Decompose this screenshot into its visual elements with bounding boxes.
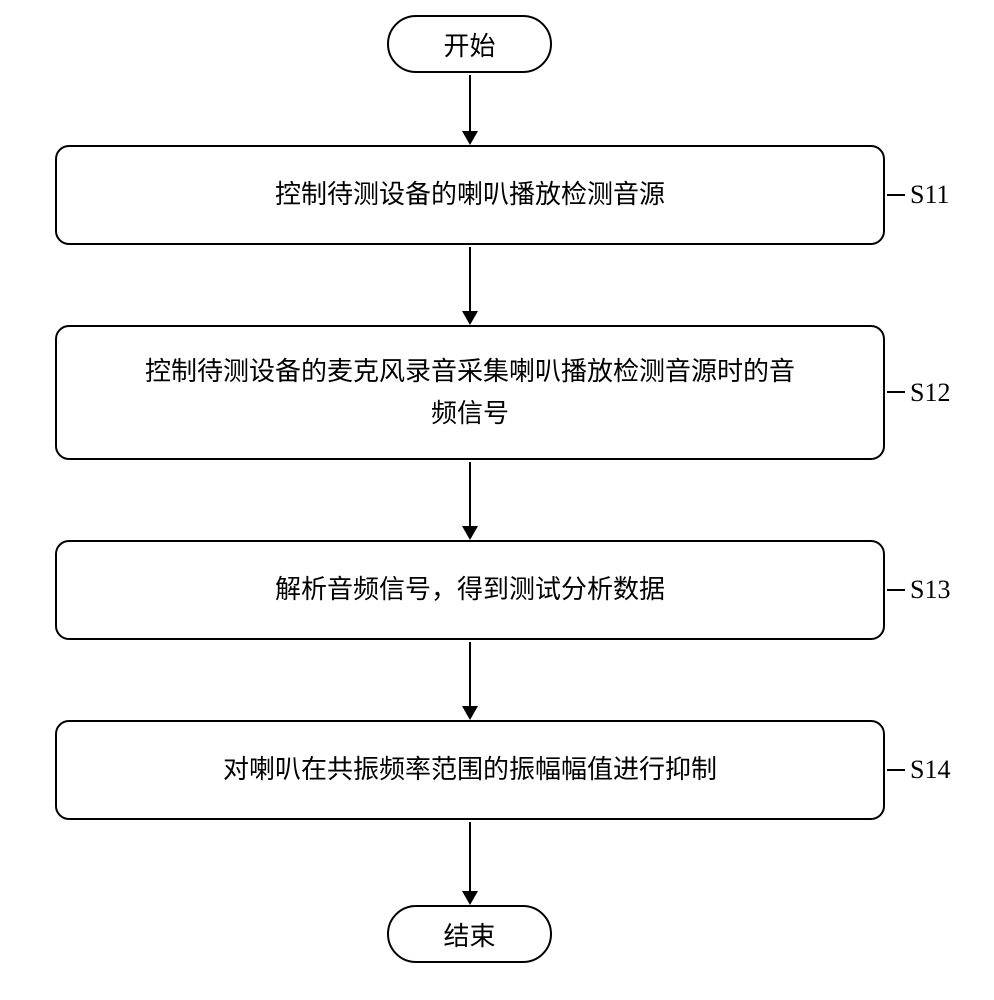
process-s12: 控制待测设备的麦克风录音采集喇叭播放检测音源时的音 频信号 bbox=[55, 325, 885, 460]
process-s11: 控制待测设备的喇叭播放检测音源 bbox=[55, 145, 885, 245]
process-s13-text: 解析音频信号，得到测试分析数据 bbox=[275, 569, 665, 611]
label-s13: S13 bbox=[910, 575, 950, 605]
arrow-line-5 bbox=[469, 822, 471, 891]
process-s14: 对喇叭在共振频率范围的振幅幅值进行抑制 bbox=[55, 720, 885, 820]
start-label: 开始 bbox=[443, 26, 495, 63]
end-label: 结束 bbox=[443, 916, 495, 953]
process-s11-text: 控制待测设备的喇叭播放检测音源 bbox=[275, 174, 665, 216]
arrow-head-3 bbox=[462, 526, 478, 540]
arrow-head-1 bbox=[462, 131, 478, 145]
process-s13: 解析音频信号，得到测试分析数据 bbox=[55, 540, 885, 640]
arrow-line-2 bbox=[469, 247, 471, 311]
start-node: 开始 bbox=[387, 15, 552, 73]
label-tick-s13 bbox=[887, 589, 905, 591]
process-s12-text: 控制待测设备的麦克风录音采集喇叭播放检测音源时的音 频信号 bbox=[145, 351, 795, 434]
label-tick-s14 bbox=[887, 769, 905, 771]
arrow-head-4 bbox=[462, 706, 478, 720]
label-s14: S14 bbox=[910, 755, 950, 785]
label-tick-s11 bbox=[887, 194, 905, 196]
flowchart-container: 开始 控制待测设备的喇叭播放检测音源 S11 控制待测设备的麦克风录音采集喇叭播… bbox=[0, 0, 994, 1000]
end-node: 结束 bbox=[387, 905, 552, 963]
process-s14-text: 对喇叭在共振频率范围的振幅幅值进行抑制 bbox=[223, 749, 717, 791]
label-tick-s12 bbox=[887, 391, 905, 393]
arrow-line-3 bbox=[469, 462, 471, 526]
label-s11: S11 bbox=[910, 180, 950, 210]
arrow-head-2 bbox=[462, 311, 478, 325]
arrow-line-1 bbox=[469, 75, 471, 131]
arrow-head-5 bbox=[462, 891, 478, 905]
label-s12: S12 bbox=[910, 378, 950, 408]
arrow-line-4 bbox=[469, 642, 471, 706]
